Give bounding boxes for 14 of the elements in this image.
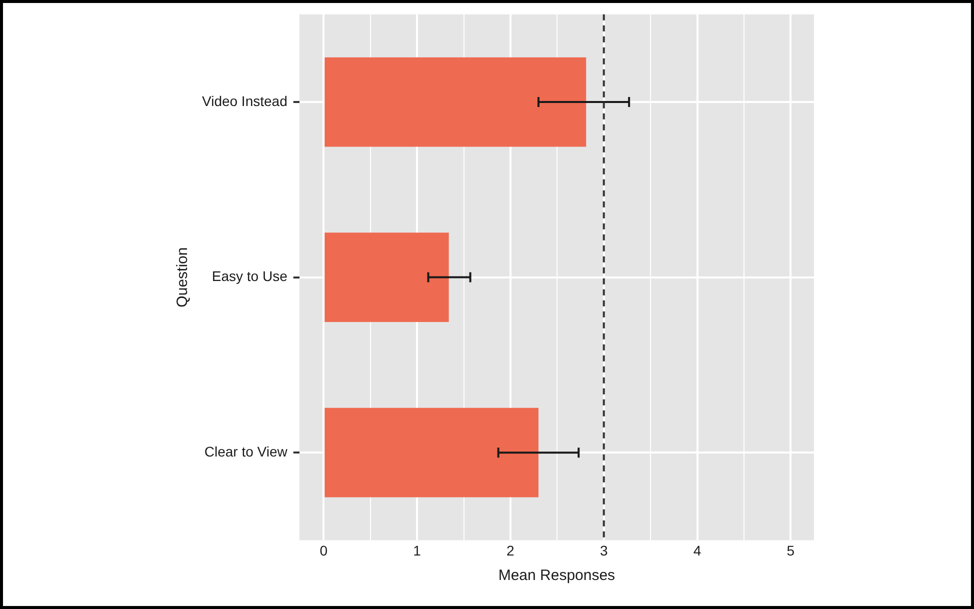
y-tick-label: Clear to View (204, 443, 288, 460)
y-tick-label: Easy to Use (212, 268, 288, 284)
x-tick-label: 3 (600, 542, 608, 558)
x-tick-label: 2 (506, 542, 515, 558)
x-tick-label: 4 (693, 542, 702, 558)
y-tick-label: Video Instead (202, 92, 288, 109)
bar (324, 408, 538, 498)
bar (324, 232, 449, 322)
x-tick-label: 5 (786, 542, 795, 558)
x-axis-title: Mean Responses (498, 567, 616, 584)
y-axis-title: Question (174, 247, 192, 308)
x-tick-label: 1 (413, 542, 422, 558)
x-tick-label: 0 (320, 542, 328, 558)
bar (324, 57, 586, 147)
